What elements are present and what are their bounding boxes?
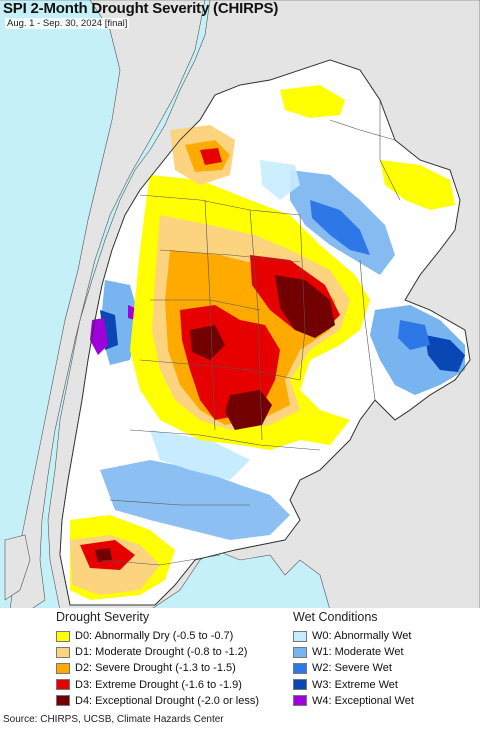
wet-w3-uruguay <box>425 335 465 372</box>
legend-label-w1: W1: Moderate Wet <box>312 646 404 659</box>
swatch-d2 <box>56 662 70 674</box>
legend-drought: Drought Severity D0: Abnormally Dry (-0.… <box>56 608 259 709</box>
legend-item-d0: D0: Abnormally Dry (-0.5 to -0.7) <box>56 628 259 644</box>
southern-islands <box>4 534 31 601</box>
legend-item-d1: D1: Moderate Drought (-0.8 to -1.2) <box>56 644 259 660</box>
province-borders <box>99 100 401 566</box>
swatch-d1 <box>56 646 70 658</box>
legend-label-w2: W2: Severe Wet <box>312 662 392 675</box>
wet-w0-chaco <box>260 160 300 200</box>
wet-w1-uruguay <box>370 305 465 395</box>
wet-w2-uruguay <box>398 320 430 350</box>
legend-item-w0: W0: Abnormally Wet <box>293 628 414 644</box>
drought-d0-ne <box>380 160 455 210</box>
drought-d3-nw <box>200 148 222 165</box>
region-outline <box>59 59 471 606</box>
swatch-d3 <box>56 679 70 691</box>
swatch-w2 <box>293 662 307 674</box>
wet-w1-patagonia <box>100 460 290 540</box>
swatch-w0 <box>293 630 307 642</box>
legend-label-w0: W0: Abnormally Wet <box>312 630 412 643</box>
wet-w0-patagonia <box>150 430 250 480</box>
drought-d0-ne-2 <box>280 85 345 118</box>
swatch-w3 <box>293 679 307 691</box>
legend-label-d3: D3: Extreme Drought (-1.6 to -1.9) <box>75 678 242 691</box>
legend-item-d2: D2: Severe Drought (-1.3 to -1.5) <box>56 660 259 676</box>
legend-item-d3: D3: Extreme Drought (-1.6 to -1.9) <box>56 677 259 693</box>
legend-item-w2: W2: Severe Wet <box>293 660 414 676</box>
legend-label-d2: D2: Severe Drought (-1.3 to -1.5) <box>75 662 236 675</box>
legend-label-w4: W4: Exceptional Wet <box>312 694 414 707</box>
map-subtitle: Aug. 1 - Sep. 30, 2024 [final] <box>5 18 130 29</box>
drought-d4-patagonia <box>95 548 112 562</box>
legend-wet: Wet Conditions W0: Abnormally Wet W1: Mo… <box>293 608 414 709</box>
swatch-d0 <box>56 630 70 642</box>
legend-item-w3: W3: Extreme Wet <box>293 677 414 693</box>
legend-label-d1: D1: Moderate Drought (-0.8 to -1.2) <box>75 646 248 659</box>
legend-label-d0: D0: Abnormally Dry (-0.5 to -0.7) <box>75 630 234 643</box>
map-title: SPI 2-Month Drought Severity (CHIRPS) <box>3 0 279 17</box>
chile-land <box>9 0 206 610</box>
source-credit: Source: CHIRPS, UCSB, Climate Hazards Ce… <box>3 714 224 725</box>
legend-item-w1: W1: Moderate Wet <box>293 644 414 660</box>
legend: Drought Severity D0: Abnormally Dry (-0.… <box>0 608 480 712</box>
legend-drought-heading: Drought Severity <box>56 610 150 624</box>
wet-w2-chaco <box>310 200 370 255</box>
swatch-d4 <box>56 695 70 707</box>
swatch-w4 <box>293 695 307 707</box>
legend-label-d4: D4: Exceptional Drought (-2.0 or less) <box>75 694 260 707</box>
legend-label-w3: W3: Extreme Wet <box>312 678 398 691</box>
drought-d4-central <box>190 325 225 360</box>
legend-wet-heading: Wet Conditions <box>293 610 378 624</box>
legend-item-w4: W4: Exceptional Wet <box>293 693 414 709</box>
drought-d4-north <box>275 275 335 338</box>
drought-map <box>0 0 480 610</box>
wet-w4-andes-2 <box>128 305 135 320</box>
wet-w4-andes <box>90 318 108 355</box>
drought-d4-south <box>225 390 272 430</box>
swatch-w1 <box>293 646 307 658</box>
map-panel: SPI 2-Month Drought Severity (CHIRPS) Au… <box>0 0 480 610</box>
legend-item-d4: D4: Exceptional Drought (-2.0 or less) <box>56 693 259 709</box>
